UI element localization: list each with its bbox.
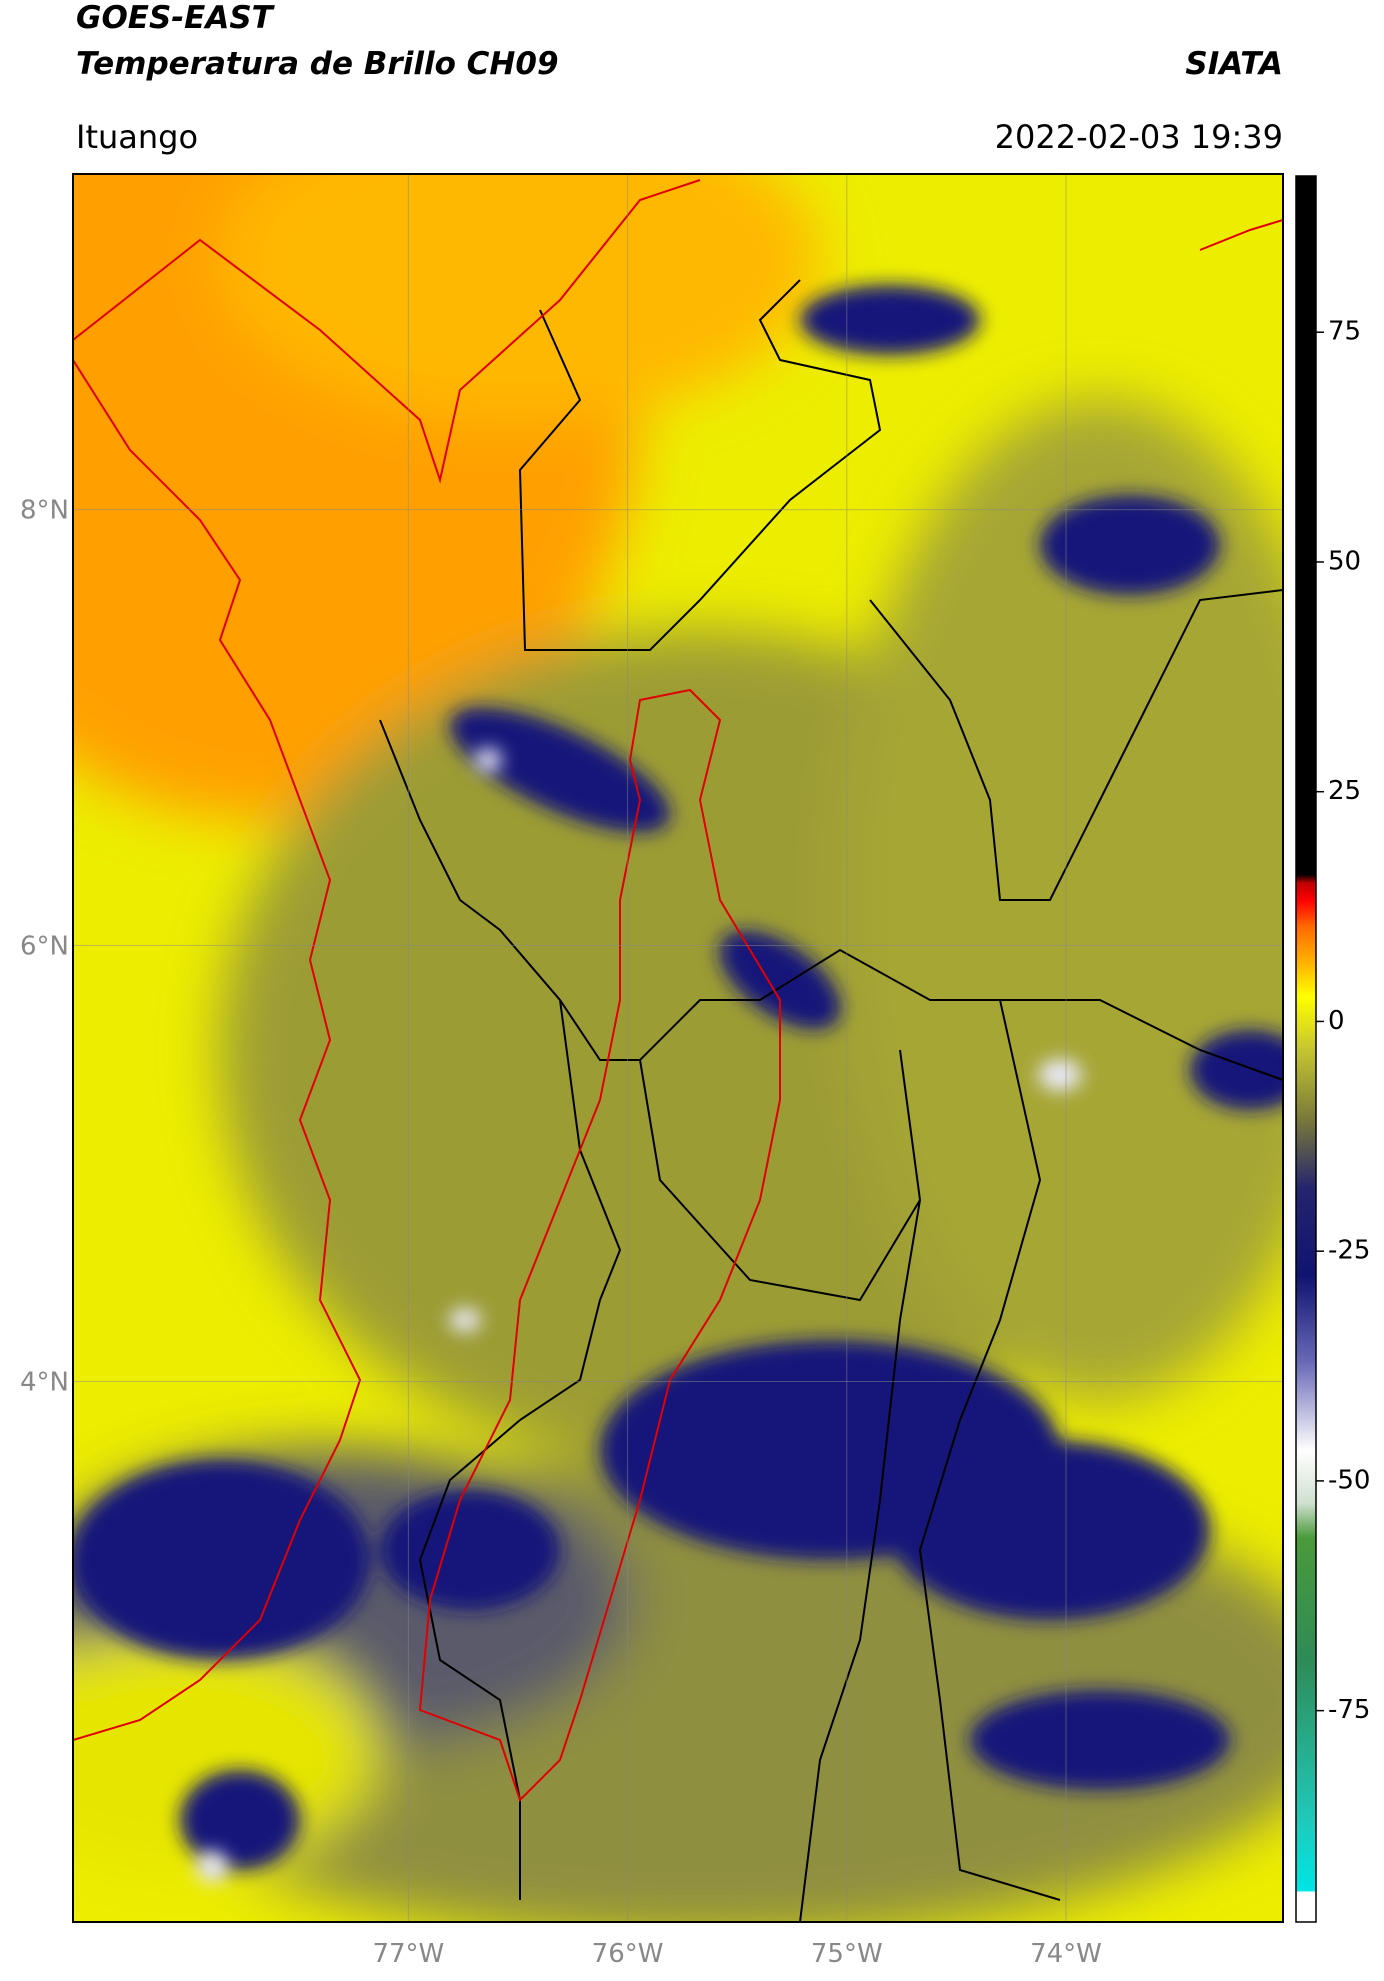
- x-tick-label: 77°W: [372, 1939, 444, 1969]
- colorbar-tick-label: 0: [1328, 1006, 1345, 1036]
- colorbar-tick-label: 25: [1328, 776, 1361, 806]
- y-tick-label: 8°N: [20, 496, 69, 526]
- graticule: [73, 174, 1283, 1922]
- title-line2: Temperatura de Brillo CH09: [76, 46, 559, 82]
- x-tick-label: 76°W: [592, 1939, 664, 1969]
- datetime: 2022-02-03 19:39: [995, 118, 1283, 156]
- organization: SIATA: [1185, 46, 1283, 82]
- colorbar-tick-label: 50: [1328, 546, 1361, 576]
- map-image: [73, 174, 1283, 1922]
- colorbar: [1295, 175, 1317, 1923]
- colorbar-tick-label: -75: [1328, 1695, 1370, 1725]
- x-tick-label: 74°W: [1030, 1939, 1102, 1969]
- colorbar-tick-label: -50: [1328, 1465, 1370, 1495]
- colorbar-tick-label: 75: [1328, 317, 1361, 347]
- title-line1: GOES-EAST: [76, 0, 276, 36]
- y-tick-label: 6°N: [20, 932, 69, 962]
- map-frame: [72, 173, 1284, 1923]
- colorbar-tick-label: -25: [1328, 1236, 1370, 1266]
- y-tick-label: 4°N: [20, 1367, 69, 1397]
- x-tick-label: 75°W: [811, 1939, 883, 1969]
- location: Ituango: [76, 118, 198, 156]
